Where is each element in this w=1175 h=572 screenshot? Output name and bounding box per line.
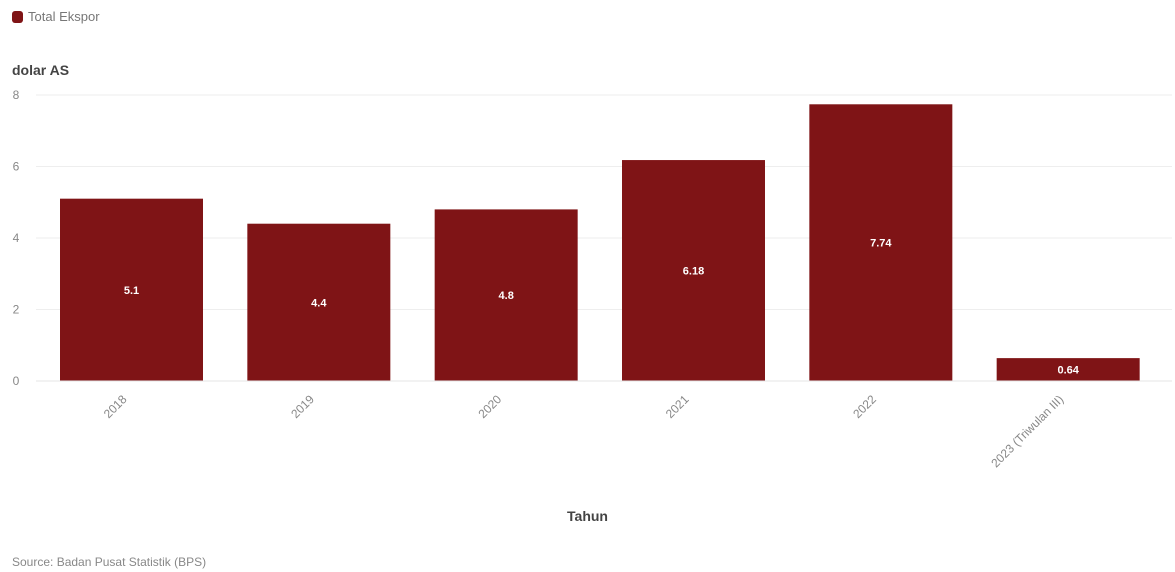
source-note: Source: Badan Pusat Statistik (BPS) [12,555,207,569]
y-tick-label: 6 [13,160,20,174]
bar[interactable] [809,104,953,382]
x-tick-label: 2020 [476,392,505,421]
bar[interactable] [247,223,391,381]
x-tick-label: 2021 [663,392,692,421]
bar[interactable] [622,160,765,381]
bar[interactable] [996,358,1140,381]
data-label: 4.4 [311,297,327,309]
data-label: 6.18 [683,266,704,278]
y-tick-label: 4 [13,231,20,245]
x-tick-label: 2019 [288,392,317,421]
bar[interactable] [60,198,203,381]
x-tick-label: 2018 [101,392,130,421]
y-tick-label: 0 [13,374,20,388]
data-label: 5.1 [124,285,139,297]
x-tick-label: 2022 [850,392,879,421]
y-tick-label: 8 [13,88,20,102]
legend-label: Total Ekspor [28,9,100,24]
data-label: 4.8 [499,290,514,302]
y-axis-title: dolar AS [12,62,70,78]
x-axis-title: Tahun [567,508,608,524]
y-tick-label: 2 [13,303,20,317]
bar-chart: 0 2 4 6 8 5.1 2018 4.4 2019 4.8 2020 6.18 2021 7.74 20… [13,88,1172,470]
bar[interactable] [434,209,578,381]
legend: Total Ekspor [12,9,100,24]
data-label: 0.64 [1057,365,1079,377]
legend-swatch [12,10,23,23]
x-tick-label: 2023 (Triwulan III) [988,392,1066,470]
data-label: 7.74 [870,238,892,250]
